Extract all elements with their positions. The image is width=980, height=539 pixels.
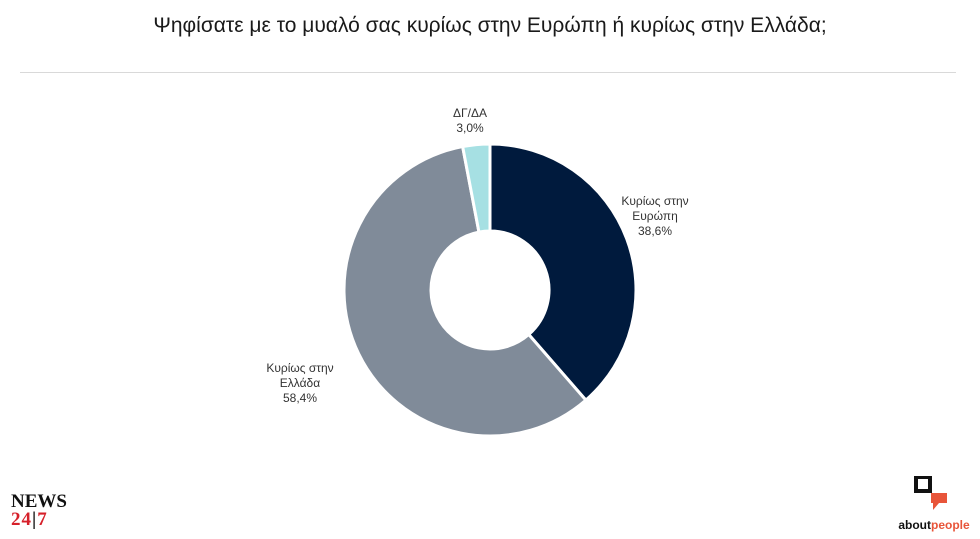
news247-logo: NEWS 24|7: [11, 491, 67, 530]
slice-category-label-2: Ελλάδα: [280, 376, 320, 390]
news-logo-7: 7: [37, 509, 48, 530]
news-logo-24: 24: [11, 509, 32, 530]
aboutpeople-logo-people: people: [931, 518, 970, 532]
slice-value-label-2: 58,4%: [283, 391, 317, 405]
news-logo-separator: |: [32, 509, 38, 530]
donut-slice-2: [342, 144, 588, 438]
slice-category-label-3: ΔΓ/ΔΑ: [453, 106, 487, 120]
slice-value-label-3: 3,0%: [456, 121, 484, 135]
slice-category-label-1: Κυρίως στην: [621, 194, 688, 208]
news-logo-line1: NEWS: [11, 491, 67, 512]
aboutpeople-logo-about: about: [898, 518, 931, 532]
donut-slice-3: [460, 142, 492, 234]
aboutpeople-logo: aboutpeople: [894, 475, 974, 532]
slice-category-label-2: Κυρίως στην: [266, 361, 333, 375]
aboutpeople-logo-icon: [914, 475, 954, 512]
slice-value-label-1: 38,6%: [638, 224, 672, 238]
slice-category-label-1: Ευρώπη: [632, 209, 678, 223]
title-divider: [20, 72, 956, 73]
donut-slice-1: [488, 142, 638, 403]
chart-title: Ψηφίσατε με το μυαλό σας κυρίως στην Ευρ…: [153, 14, 827, 37]
